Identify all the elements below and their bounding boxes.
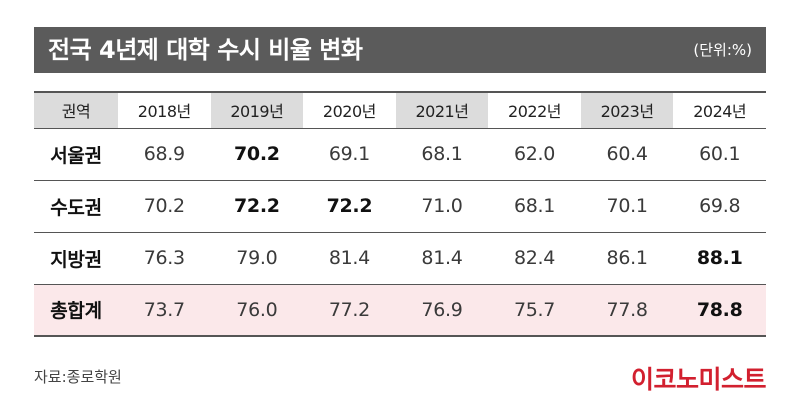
table-row: 총합계 73.7 76.0 77.2 76.9 75.7 77.8 78.8 — [34, 284, 766, 337]
row-label: 지방권 — [34, 232, 118, 285]
table-cell: 88.1 — [673, 232, 766, 285]
table-cell: 72.2 — [210, 180, 304, 233]
table-header-row: 권역 2018년 2019년 2020년 2021년 2022년 2023년 2… — [34, 91, 766, 129]
column-header: 2023년 — [580, 91, 674, 129]
table-cell: 62.0 — [488, 128, 581, 181]
column-header: 2019년 — [210, 91, 304, 129]
table-cell: 86.1 — [580, 232, 674, 285]
unit-label: (단위:%) — [693, 41, 752, 59]
column-header: 2024년 — [673, 91, 766, 129]
source-note: 자료:종로학원 — [34, 368, 122, 386]
table-cell: 76.9 — [395, 284, 489, 337]
title-bar: 전국 4년제 대학 수시 비율 변화 (단위:%) — [34, 27, 766, 73]
table-cell: 73.7 — [118, 284, 211, 337]
table-cell: 77.8 — [580, 284, 674, 337]
table-cell: 71.0 — [395, 180, 489, 233]
table-cell: 60.4 — [580, 128, 674, 181]
data-table: 권역 2018년 2019년 2020년 2021년 2022년 2023년 2… — [34, 91, 766, 337]
page-title: 전국 4년제 대학 수시 비율 변화 — [48, 36, 363, 64]
row-label: 서울권 — [34, 128, 118, 181]
table-cell: 60.1 — [673, 128, 766, 181]
table-cell: 70.2 — [210, 128, 304, 181]
table-cell: 79.0 — [210, 232, 304, 285]
table-cell: 78.8 — [673, 284, 766, 337]
table-cell: 70.2 — [118, 180, 211, 233]
table-cell: 68.1 — [488, 180, 581, 233]
table-row: 지방권 76.3 79.0 81.4 81.4 82.4 86.1 88.1 — [34, 232, 766, 285]
table-cell: 81.4 — [303, 232, 396, 285]
row-label: 수도권 — [34, 180, 118, 233]
table-cell: 69.1 — [303, 128, 396, 181]
table-row: 서울권 68.9 70.2 69.1 68.1 62.0 60.4 60.1 — [34, 128, 766, 181]
table-cell: 82.4 — [488, 232, 581, 285]
table-cell: 68.9 — [118, 128, 211, 181]
table-cell: 75.7 — [488, 284, 581, 337]
table-cell: 76.3 — [118, 232, 211, 285]
column-header: 2018년 — [118, 91, 211, 129]
table-cell: 70.1 — [580, 180, 674, 233]
table-cell: 72.2 — [303, 180, 396, 233]
table-cell: 76.0 — [210, 284, 304, 337]
table-row: 수도권 70.2 72.2 72.2 71.0 68.1 70.1 69.8 — [34, 180, 766, 233]
row-label: 총합계 — [34, 284, 118, 337]
column-header: 2022년 — [488, 91, 581, 129]
table-cell: 81.4 — [395, 232, 489, 285]
column-header: 2021년 — [395, 91, 489, 129]
column-header-region: 권역 — [34, 91, 118, 129]
brand-logo: 이코노미스트 — [630, 365, 767, 394]
table-cell: 69.8 — [673, 180, 766, 233]
table-cell: 77.2 — [303, 284, 396, 337]
column-header: 2020년 — [303, 91, 396, 129]
table-cell: 68.1 — [395, 128, 489, 181]
